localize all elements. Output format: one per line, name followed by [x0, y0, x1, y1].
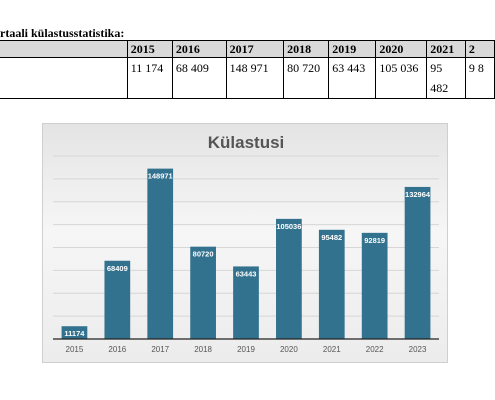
- table-header-cell: 2021: [426, 40, 466, 58]
- table-cell: 105 036: [375, 57, 428, 99]
- bar: [276, 218, 302, 339]
- bar: [233, 266, 259, 339]
- x-tick-label: 2016: [108, 345, 126, 354]
- data-label: 11174: [64, 329, 85, 338]
- bar: [104, 260, 131, 339]
- chart-canvas: Külastusi 11174 2015 68409 2016 148971 2017 807…: [53, 133, 439, 354]
- table-header-cell: 2015: [126, 40, 173, 58]
- table-header-cell: 2: [464, 40, 495, 58]
- table-cell: 63 443: [328, 57, 377, 99]
- visit-stats-table: 2015 2016 2017 2018 2019 2020 2021 2 11 …: [0, 40, 495, 99]
- table-cell: 9 8: [464, 57, 495, 99]
- x-tick-label: 2021: [323, 345, 341, 354]
- table-header-row: 2015 2016 2017 2018 2019 2020 2021 2: [0, 40, 495, 58]
- table-cell: 148 971: [225, 57, 285, 99]
- x-tick-label: 2017: [151, 345, 169, 354]
- x-tick-label: 2020: [280, 345, 298, 354]
- data-label: 92819: [364, 236, 385, 245]
- x-tick-label: 2022: [366, 345, 384, 354]
- table-cell: 80 720: [283, 57, 330, 99]
- x-tick-label: 2018: [194, 345, 212, 354]
- table-header-cell: 2019: [328, 40, 377, 58]
- bar: [361, 232, 388, 339]
- x-tick-label: 2015: [66, 345, 84, 354]
- bar: [190, 246, 216, 339]
- table-cell: 95 482: [426, 57, 466, 99]
- table-header-cell: 2020: [375, 40, 428, 58]
- table-row: 11 174 68 409 148 971 80 720 63 443 105 …: [0, 57, 495, 99]
- chart-title: Külastusi: [208, 133, 285, 152]
- table-header-cell: 2016: [171, 40, 227, 58]
- stats-heading: rtaali külastusstatistika:: [0, 26, 125, 40]
- table-header-cell: 2017: [225, 40, 285, 58]
- table-cell: [0, 57, 128, 99]
- data-label: 148971: [148, 172, 173, 181]
- table-header-cell: [0, 40, 128, 58]
- table-cell: 68 409: [171, 57, 227, 99]
- data-label: 95482: [321, 233, 342, 242]
- bar: [404, 186, 431, 339]
- data-label: 132964: [405, 190, 431, 199]
- x-tick-label: 2019: [237, 345, 255, 354]
- table-header-cell: 2018: [283, 40, 330, 58]
- visits-chart: Külastusi 11174 2015 68409 2016 148971 2017 807…: [42, 123, 448, 363]
- data-label: 80720: [193, 250, 214, 259]
- table-cell: 11 174: [126, 57, 173, 99]
- data-label: 68409: [107, 264, 128, 273]
- data-label: 105036: [276, 222, 301, 231]
- data-label: 63443: [236, 269, 257, 278]
- x-tick-label: 2023: [409, 345, 427, 354]
- bar: [61, 326, 88, 339]
- bar: [147, 168, 174, 339]
- bar: [318, 229, 345, 339]
